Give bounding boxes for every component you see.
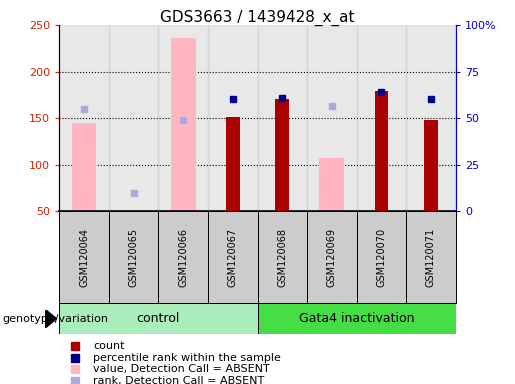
Text: percentile rank within the sample: percentile rank within the sample <box>93 353 281 362</box>
Text: GSM120070: GSM120070 <box>376 228 386 287</box>
Bar <box>307 211 356 303</box>
Text: GDS3663 / 1439428_x_at: GDS3663 / 1439428_x_at <box>160 10 355 26</box>
Bar <box>59 303 258 334</box>
Bar <box>208 25 258 211</box>
Bar <box>406 211 456 303</box>
Text: value, Detection Call = ABSENT: value, Detection Call = ABSENT <box>93 364 270 374</box>
Bar <box>307 25 356 211</box>
Bar <box>319 158 344 211</box>
Bar <box>406 25 456 211</box>
Polygon shape <box>45 310 57 328</box>
Text: Gata4 inactivation: Gata4 inactivation <box>299 312 415 325</box>
Text: GSM120064: GSM120064 <box>79 228 89 287</box>
Bar <box>258 211 307 303</box>
Text: genotype/variation: genotype/variation <box>3 314 109 324</box>
Bar <box>72 123 96 211</box>
Bar <box>59 211 109 303</box>
Bar <box>59 25 109 211</box>
Bar <box>356 211 406 303</box>
Text: rank, Detection Call = ABSENT: rank, Detection Call = ABSENT <box>93 376 264 384</box>
Bar <box>158 25 208 211</box>
Bar <box>159 211 208 303</box>
Text: GSM120071: GSM120071 <box>426 228 436 287</box>
Bar <box>109 25 158 211</box>
Bar <box>171 38 196 211</box>
Text: GSM120069: GSM120069 <box>327 228 337 287</box>
Text: count: count <box>93 341 125 351</box>
Bar <box>226 117 239 211</box>
Bar <box>109 211 159 303</box>
Bar <box>208 211 258 303</box>
Bar <box>356 25 406 211</box>
Bar <box>258 25 307 211</box>
Text: GSM120068: GSM120068 <box>277 228 287 287</box>
Text: control: control <box>136 312 180 325</box>
Text: GSM120066: GSM120066 <box>178 228 188 287</box>
Bar <box>424 120 438 211</box>
Bar <box>276 99 289 211</box>
Bar <box>374 91 388 211</box>
Text: GSM120065: GSM120065 <box>129 228 139 287</box>
Text: GSM120067: GSM120067 <box>228 228 238 287</box>
Bar <box>258 303 456 334</box>
